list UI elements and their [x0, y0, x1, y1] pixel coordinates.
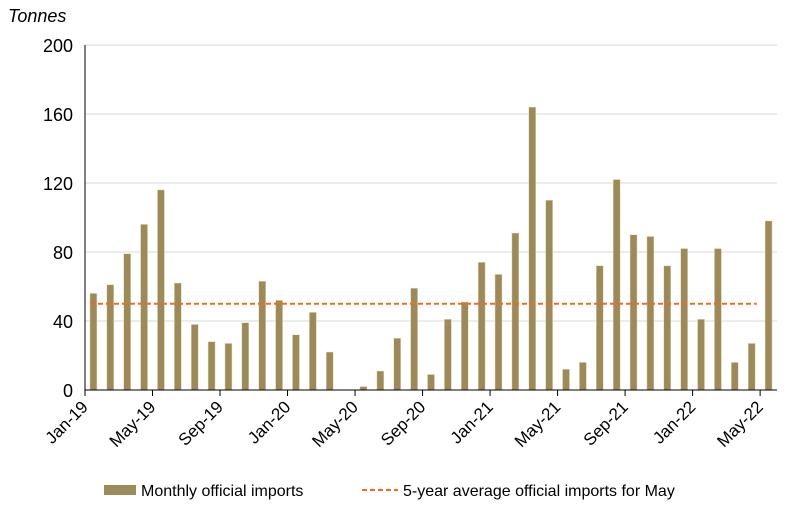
- bar: [292, 334, 300, 391]
- legend-label-bars: Monthly official imports: [141, 483, 303, 500]
- legend: Monthly official imports 5-year average …: [104, 483, 675, 500]
- bar: [241, 322, 250, 391]
- bar: [325, 351, 334, 391]
- x-tick-label: Jan-21: [447, 397, 497, 447]
- y-tick-label: 40: [53, 312, 73, 332]
- bar: [596, 265, 604, 391]
- y-tick-label: 200: [43, 36, 73, 56]
- bar: [224, 343, 233, 391]
- bar: [207, 341, 216, 391]
- bar: [174, 282, 182, 391]
- bar: [461, 301, 469, 391]
- bar: [646, 236, 655, 391]
- bar: [545, 200, 553, 391]
- bar: [106, 284, 115, 391]
- bar: [477, 262, 486, 391]
- x-tick-label: May-21: [511, 397, 565, 451]
- bar: [511, 232, 520, 391]
- bar: [275, 300, 283, 391]
- x-tick-label: Sep-20: [377, 397, 429, 449]
- bar: [680, 248, 688, 391]
- y-tick-label: 120: [43, 174, 73, 194]
- y-tick-label: 160: [43, 105, 73, 125]
- y-tick-label: 0: [63, 381, 73, 401]
- bar: [714, 248, 722, 391]
- legend-label-average: 5-year average official imports for May: [403, 483, 675, 500]
- legend-swatch-bars: [104, 485, 136, 495]
- x-tick-label: May-19: [106, 397, 160, 451]
- bar: [444, 319, 452, 391]
- bar: [747, 343, 756, 391]
- bar: [359, 386, 368, 391]
- bar: [528, 106, 537, 391]
- bar: [157, 189, 165, 391]
- bar: [123, 253, 131, 391]
- x-tick-label: May-22: [713, 397, 767, 451]
- bar: [427, 374, 435, 391]
- x-tick-label: Sep-19: [175, 397, 227, 449]
- bar: [89, 293, 98, 391]
- x-tick-label: Jan-20: [244, 397, 294, 447]
- x-tick-label: Jan-19: [42, 397, 92, 447]
- x-tick-label: Jan-22: [649, 397, 699, 447]
- bar: [190, 324, 199, 391]
- bar: [629, 234, 638, 391]
- x-tick-label: May-20: [308, 397, 362, 451]
- bar: [697, 319, 705, 391]
- bar: [494, 274, 503, 391]
- x-tick-label: Sep-21: [580, 397, 632, 449]
- bar: [393, 338, 401, 391]
- bar: [764, 220, 773, 391]
- bar: [140, 224, 148, 391]
- bar: [258, 281, 266, 391]
- bar: [562, 369, 570, 391]
- bar: [309, 312, 317, 391]
- bar: [376, 370, 385, 391]
- bar: [579, 362, 587, 391]
- y-axis-label: Tonnes: [8, 6, 66, 26]
- y-tick-label: 80: [53, 243, 73, 263]
- bar: [612, 179, 621, 391]
- bar: [663, 265, 672, 391]
- bar: [731, 362, 739, 391]
